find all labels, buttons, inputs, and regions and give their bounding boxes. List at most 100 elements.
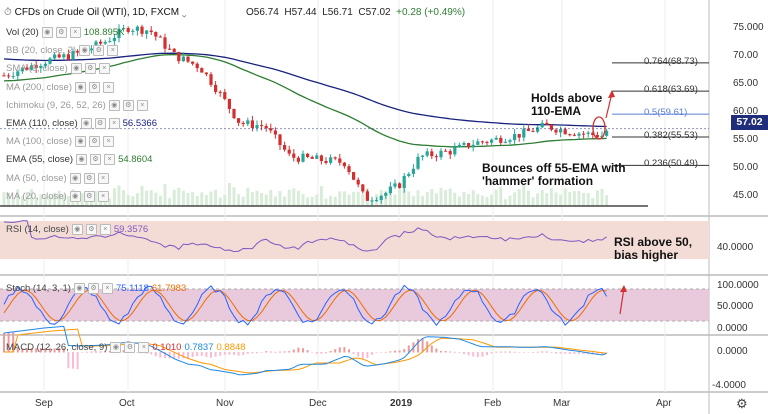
- eye-icon[interactable]: ◉: [76, 154, 88, 166]
- macd-hist-bar: [233, 352, 235, 355]
- eye-icon[interactable]: ◉: [79, 45, 91, 57]
- stoch-legend: Stoch (14, 3, 1) ◉ ⚙ × 75.1118 61.7983: [6, 283, 186, 294]
- macd-name: MACD (12, 26, close, 9): [6, 342, 108, 353]
- candle-body: [536, 127, 540, 132]
- eye-icon[interactable]: ◉: [41, 27, 53, 38]
- volume-bar: [531, 197, 535, 206]
- price-axis-label: 70.00: [733, 49, 759, 61]
- close-icon[interactable]: ×: [103, 81, 114, 93]
- eye-icon[interactable]: ◉: [69, 172, 81, 184]
- volume-bar: [476, 194, 480, 206]
- candle-body: [356, 179, 360, 185]
- settings-icon[interactable]: ⚙: [84, 63, 96, 75]
- settings-icon[interactable]: ⚙: [85, 224, 97, 235]
- close-icon[interactable]: ×: [97, 190, 109, 202]
- settings-icon[interactable]: ⚙: [83, 190, 95, 202]
- macd-hist-bar: [398, 350, 401, 353]
- macd-hist-bar: [453, 351, 456, 353]
- macd-hist-bar: [265, 351, 268, 353]
- eye-icon[interactable]: ◉: [80, 118, 92, 129]
- eye-icon[interactable]: ◉: [108, 99, 120, 111]
- close-icon[interactable]: ×: [138, 342, 150, 353]
- volume-bar: [126, 194, 130, 206]
- volume-bar: [135, 193, 139, 206]
- macd-hist-bar: [555, 352, 557, 354]
- symbol-title[interactable]: CFDs on Crude Oil (WTI), 1D, FXCM: [14, 7, 180, 18]
- settings-icon[interactable]: ⚙: [93, 45, 105, 57]
- settings-icon[interactable]: ⚙: [94, 118, 106, 129]
- settings-icon[interactable]: ⚙: [89, 136, 100, 148]
- indicator-name: MA (50, close): [6, 172, 67, 184]
- close-icon[interactable]: ×: [69, 27, 81, 38]
- eye-icon[interactable]: ◉: [110, 342, 122, 353]
- candle-body: [605, 130, 609, 136]
- stoch-d-value: 61.7983: [151, 283, 187, 294]
- close-icon[interactable]: ×: [101, 283, 113, 294]
- macd-hist-bar: [338, 347, 341, 353]
- close-icon[interactable]: ×: [103, 136, 114, 148]
- eye-icon[interactable]: ◉: [71, 224, 83, 235]
- indicator-row[interactable]: Ichimoku (9, 26, 52, 26) ◉ ⚙ ×: [6, 99, 151, 111]
- indicator-row[interactable]: SMA (9, close) ◉ ⚙ ×: [6, 63, 113, 75]
- volume-bar: [361, 194, 365, 206]
- settings-icon[interactable]: ⚙: [90, 154, 102, 166]
- ohlc-readout: O56.74 H57.44 L56.71 C57.02 +0.28 (+0.49…: [246, 7, 465, 19]
- macd-hist-bar: [292, 349, 295, 353]
- volume-bar: [540, 189, 544, 206]
- eye-icon[interactable]: ◉: [70, 63, 82, 75]
- close-icon[interactable]: ×: [104, 154, 116, 166]
- volume-bar: [513, 192, 517, 206]
- indicator-name: MA (200, close): [6, 81, 72, 93]
- indicator-row[interactable]: BB (20, close, 2) ◉ ⚙ ×: [6, 45, 121, 57]
- indicator-row[interactable]: MA (100, close) ◉ ⚙ ×: [6, 136, 117, 148]
- close-icon[interactable]: ×: [108, 118, 120, 129]
- annotation-bounce-line2: 'hammer' formation: [482, 174, 594, 188]
- stoch-axis-0: 0.0000: [717, 323, 748, 334]
- candle-body: [434, 156, 438, 158]
- settings-icon[interactable]: ⚙: [122, 99, 134, 111]
- candle-body: [411, 168, 415, 174]
- macd-hist-bar: [403, 349, 406, 353]
- volume-bar: [352, 191, 356, 206]
- macd-hist-bar: [39, 348, 42, 353]
- close-icon[interactable]: ×: [107, 45, 119, 57]
- eye-icon[interactable]: ◉: [75, 136, 86, 148]
- candle-body: [16, 71, 20, 76]
- indicator-row[interactable]: EMA (110, close) ◉ ⚙ × 56.5366: [6, 118, 157, 129]
- indicator-row[interactable]: Vol (20) ◉ ⚙ × 108.895K: [6, 27, 124, 38]
- time-axis-label: Mar: [553, 398, 571, 409]
- volume-bar: [439, 187, 443, 206]
- chevron-down-icon[interactable]: ⌄: [181, 7, 187, 18]
- settings-icon[interactable]: ⚙: [87, 283, 99, 294]
- macd-legend: MACD (12, 26, close, 9) ◉ ⚙ × 0.1010 0.783…: [6, 342, 246, 353]
- candle-body: [476, 141, 480, 145]
- close-icon[interactable]: ×: [99, 224, 111, 235]
- indicator-name: MA (100, close): [6, 136, 72, 148]
- close-icon[interactable]: ×: [136, 99, 148, 111]
- macd-hist-bar: [269, 351, 272, 353]
- close-icon[interactable]: ×: [97, 172, 109, 184]
- macd-hist-bar: [329, 351, 332, 353]
- indicator-row[interactable]: MA (20, close) ◉ ⚙ ×: [6, 190, 112, 202]
- close-icon[interactable]: ×: [98, 63, 110, 75]
- volume-bar: [398, 187, 402, 206]
- settings-icon[interactable]: ⚙: [83, 172, 95, 184]
- eye-icon[interactable]: ◉: [75, 81, 86, 93]
- settings-icon[interactable]: ⚙: [55, 27, 67, 38]
- settings-icon[interactable]: ⚙: [124, 342, 136, 353]
- candle-body: [227, 98, 231, 109]
- macd-hist-bar: [44, 348, 47, 353]
- macd-hist-bar: [164, 352, 166, 358]
- volume-bar: [388, 186, 392, 206]
- indicator-row[interactable]: MA (200, close) ◉ ⚙ ×: [6, 81, 117, 93]
- indicator-row[interactable]: MA (50, close) ◉ ⚙ ×: [6, 172, 112, 184]
- eye-icon[interactable]: ◉: [73, 283, 85, 294]
- settings-icon[interactable]: ⚙: [89, 81, 100, 93]
- gear-icon[interactable]: ⚙: [736, 396, 748, 411]
- volume-bar: [241, 196, 245, 206]
- indicator-row[interactable]: EMA (55, close) ◉ ⚙ × 54.8604: [6, 154, 152, 166]
- volume-bar: [526, 190, 530, 206]
- eye-icon[interactable]: ◉: [69, 190, 81, 202]
